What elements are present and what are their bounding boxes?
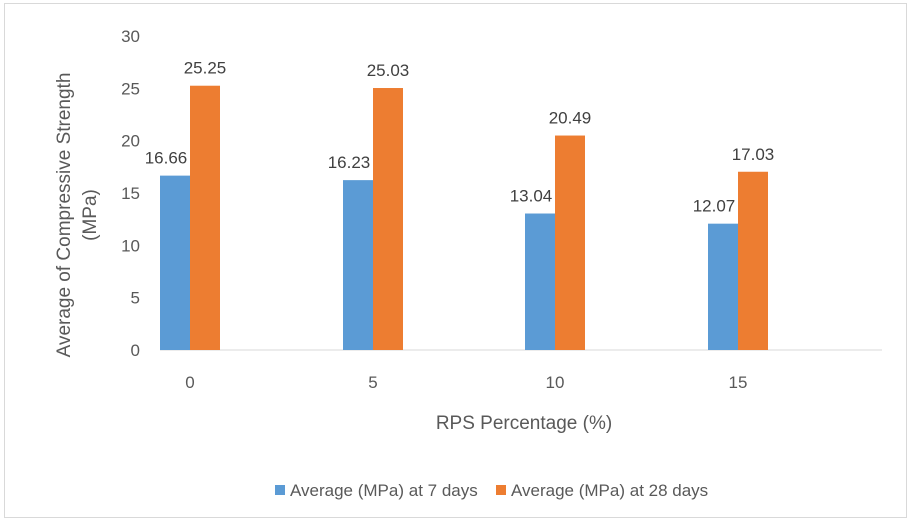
y-tick-label: 25: [121, 79, 140, 98]
legend-swatch-7-days: [275, 485, 285, 495]
bar-28-days: [738, 171, 768, 350]
bar-28-days: [555, 135, 585, 350]
legend-swatch-28-days: [496, 485, 506, 495]
x-tick-label: 15: [729, 373, 748, 392]
x-axis-title: RPS Percentage (%): [436, 413, 612, 434]
legend-label-7-days: Average (MPa) at 7 days: [290, 481, 478, 500]
y-tick-label: 0: [131, 341, 140, 360]
legend-label-28-days: Average (MPa) at 28 days: [511, 481, 708, 500]
y-axis-title-line-2: (MPa): [80, 189, 101, 241]
data-labels: 16.66 16.23 13.04 12.07 25.25 25.03 20.49 17.03: [145, 59, 775, 216]
x-tick-label: 5: [368, 373, 377, 392]
y-tick-label: 30: [121, 27, 140, 46]
y-tick-label: 5: [131, 289, 140, 308]
y-axis-title: Average of Compressive Strength (MPa): [54, 73, 101, 358]
x-axis-ticks: 0 5 10 15: [185, 373, 747, 392]
x-tick-label: 0: [185, 373, 194, 392]
data-label: 16.23: [328, 153, 371, 172]
bar-7-days: [160, 175, 190, 350]
bar-7-days: [708, 223, 738, 350]
data-label: 25.03: [367, 61, 410, 80]
bar-28-days: [190, 85, 220, 350]
x-tick-label: 10: [546, 373, 565, 392]
data-label: 12.07: [693, 197, 736, 216]
data-label: 25.25: [184, 59, 227, 78]
y-tick-label: 20: [121, 132, 140, 151]
data-label: 17.03: [732, 145, 775, 164]
bar-7-days: [343, 180, 373, 350]
data-label: 13.04: [510, 187, 553, 206]
bars: [160, 85, 768, 350]
y-tick-label: 10: [121, 236, 140, 255]
y-axis-ticks: 0 5 10 15 20 25 30: [121, 27, 140, 360]
y-tick-label: 15: [121, 184, 140, 203]
y-axis-title-line-1: Average of Compressive Strength: [54, 73, 75, 358]
data-label: 16.66: [145, 149, 188, 168]
bar-28-days: [373, 88, 403, 350]
legend: Average (MPa) at 7 days Average (MPa) at…: [275, 481, 708, 500]
data-label: 20.49: [549, 109, 592, 128]
bar-7-days: [525, 213, 555, 350]
